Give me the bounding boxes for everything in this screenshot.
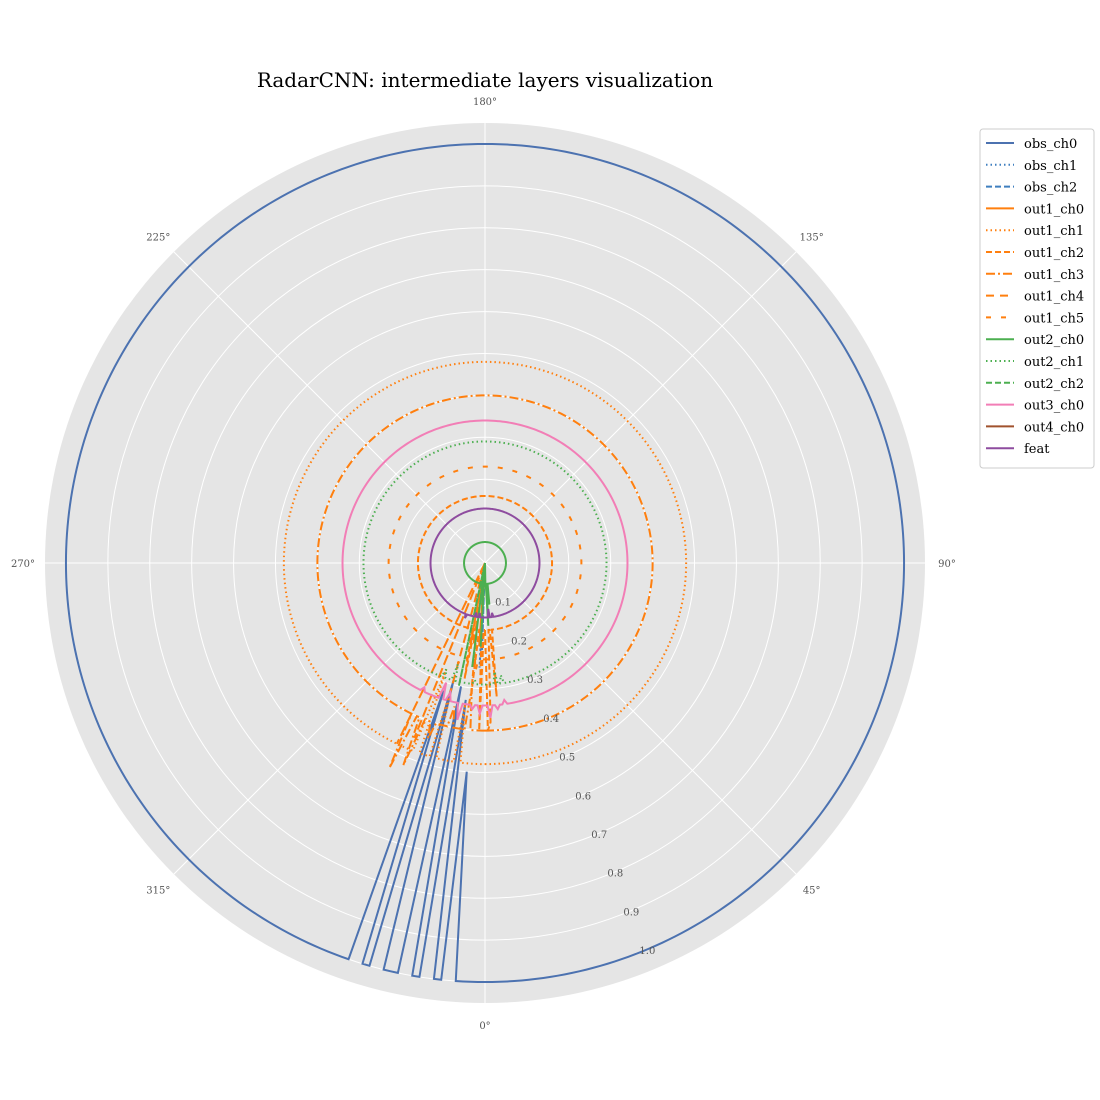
radius-tick-label: 0.5 xyxy=(559,753,575,764)
radius-tick-label: 0.6 xyxy=(575,791,591,802)
angle-tick-label: 0° xyxy=(479,1021,490,1032)
series-line-out2_ch1 xyxy=(362,440,608,686)
angle-tick-label: 45° xyxy=(803,886,821,897)
angle-tick-label: 180° xyxy=(473,97,497,108)
legend-label: feat xyxy=(1024,442,1050,457)
angle-tick-label: 135° xyxy=(800,232,824,243)
series-line-out3_ch0 xyxy=(341,419,629,721)
legend-label: out3_ch0 xyxy=(1024,399,1084,414)
angle-tick-label: 90° xyxy=(938,559,956,570)
legend-label: out4_ch0 xyxy=(1024,420,1084,435)
legend-label: out1_ch4 xyxy=(1024,290,1084,305)
series-line-out1_ch1 xyxy=(282,360,688,766)
radius-tick-label: 0.1 xyxy=(495,598,511,609)
radius-tick-label: 0.7 xyxy=(591,830,607,841)
series-line-feat xyxy=(429,507,541,619)
radius-tick-label: 0.2 xyxy=(511,636,527,647)
radius-tick-labels: 0.1 0.2 0.3 0.4 0.5 0.6 0.7 0.8 0.9 1.0 xyxy=(495,598,655,957)
angle-tick-label: 225° xyxy=(146,232,170,243)
radius-tick-label: 0.9 xyxy=(623,907,639,918)
legend-label: out1_ch5 xyxy=(1024,311,1084,326)
radius-tick-label: 1.0 xyxy=(639,946,655,957)
legend-label: out1_ch2 xyxy=(1024,246,1084,261)
legend-label: obs_ch2 xyxy=(1024,181,1077,196)
series-line-out2_ch2 xyxy=(457,562,486,687)
legend-label: obs_ch1 xyxy=(1024,159,1077,174)
series-line-obs_ch1 xyxy=(478,562,486,668)
angular-grid-line xyxy=(484,251,797,564)
radius-tick-label: 0.4 xyxy=(543,714,559,725)
radius-tick-label: 0.8 xyxy=(607,869,623,880)
legend: obs_ch0 obs_ch1 obs_ch2 out1_ch0 out1_ch1out… xyxy=(979,128,1095,469)
legend-label: out1_ch0 xyxy=(1024,202,1084,217)
series-line-out1_ch5 xyxy=(387,465,583,672)
legend-label: out1_ch1 xyxy=(1024,224,1084,239)
chart-title: RadarCNN: intermediate layers visualizat… xyxy=(257,68,713,92)
series-line-obs_ch0 xyxy=(64,142,906,984)
angular-grid-line xyxy=(173,562,486,875)
series-line-out1_ch3 xyxy=(316,394,654,769)
series-line-out1_ch2 xyxy=(416,494,554,731)
angle-tick-label: 270° xyxy=(11,559,35,570)
angular-grid-line xyxy=(484,562,797,875)
angular-grid-line xyxy=(173,251,486,564)
angle-tick-label: 315° xyxy=(146,886,170,897)
radius-tick-label: 0.3 xyxy=(527,675,543,686)
legend-label: obs_ch0 xyxy=(1024,137,1077,152)
legend-label: out1_ch3 xyxy=(1024,268,1084,283)
legend-label: out2_ch0 xyxy=(1024,333,1084,348)
series-line-out2_ch0 xyxy=(463,541,507,626)
series-lines xyxy=(64,142,906,984)
angle-tick-labels: 0° 45° 90° 135° 180° 225° 270° 315° xyxy=(11,97,956,1032)
legend-label: out2_ch1 xyxy=(1024,355,1084,370)
legend-label: out2_ch2 xyxy=(1024,377,1084,392)
